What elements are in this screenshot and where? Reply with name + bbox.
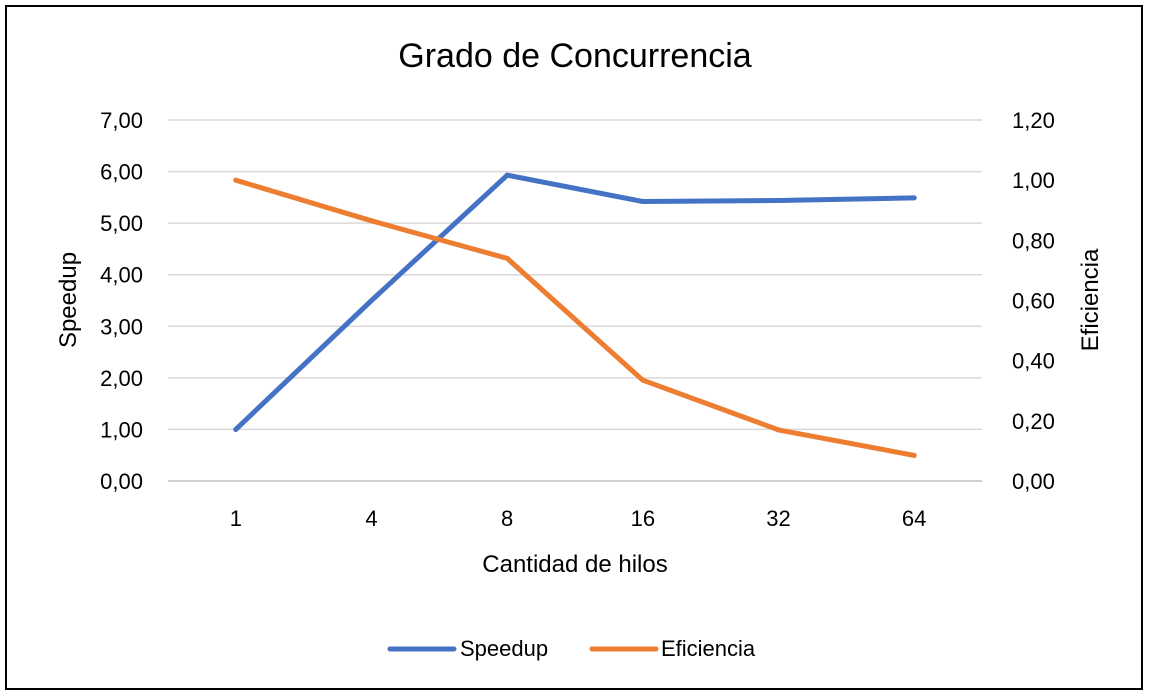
chart-title: Grado de Concurrencia bbox=[398, 37, 752, 75]
data-point-eficiencia bbox=[233, 177, 239, 183]
legend-label-eficiencia: Eficiencia bbox=[661, 636, 756, 661]
data-point-speedup bbox=[504, 172, 510, 178]
x-axis-ticks: 1 4 8 16 32 64 bbox=[230, 506, 927, 531]
y2-tick-label: 0,20 bbox=[1012, 409, 1055, 434]
legend-label-speedup: Speedup bbox=[460, 636, 548, 661]
y-tick-label: 0,00 bbox=[100, 469, 143, 494]
data-point-speedup bbox=[233, 426, 239, 432]
series-line-speedup bbox=[233, 172, 917, 432]
x-axis-title: Cantidad de hilos bbox=[482, 551, 667, 578]
data-point-speedup bbox=[369, 298, 374, 303]
y-tick-label: 5,00 bbox=[100, 211, 143, 236]
series-lines bbox=[233, 172, 917, 458]
y-tick-label: 1,00 bbox=[100, 417, 143, 442]
y-tick-label: 6,00 bbox=[100, 160, 143, 185]
legend: Speedup Eficiencia bbox=[387, 636, 756, 661]
y-tick-label: 3,00 bbox=[100, 314, 143, 339]
y-tick-label: 7,00 bbox=[100, 108, 143, 133]
y2-axis-title: Eficiencia bbox=[1077, 248, 1104, 351]
x-tick-label: 8 bbox=[501, 506, 513, 531]
y2-tick-label: 1,20 bbox=[1012, 108, 1055, 133]
data-point-eficiencia bbox=[776, 427, 781, 433]
y-tick-label: 4,00 bbox=[100, 263, 143, 288]
series-line-eficiencia bbox=[233, 177, 917, 458]
y2-axis-ticks: 0,00 0,20 0,40 0,60 0,80 1,00 1,20 bbox=[1012, 108, 1055, 494]
data-point-speedup bbox=[640, 198, 646, 204]
data-point-eficiencia bbox=[640, 377, 646, 383]
y2-tick-label: 0,00 bbox=[1012, 469, 1055, 494]
y-tick-label: 2,00 bbox=[100, 366, 143, 391]
x-tick-label: 16 bbox=[631, 506, 655, 531]
y-axis-title: Speedup bbox=[55, 252, 82, 348]
x-tick-label: 4 bbox=[365, 506, 377, 531]
y2-tick-label: 1,00 bbox=[1012, 168, 1055, 193]
y-axis-ticks: 0,00 1,00 2,00 3,00 4,00 5,00 6,00 7,00 bbox=[100, 108, 143, 494]
data-point-eficiencia bbox=[369, 218, 374, 224]
data-point-eficiencia bbox=[911, 452, 917, 458]
x-tick-label: 64 bbox=[902, 506, 926, 531]
y2-tick-label: 0,80 bbox=[1012, 228, 1055, 253]
data-point-speedup bbox=[776, 197, 781, 203]
data-point-speedup bbox=[911, 195, 917, 201]
x-tick-label: 32 bbox=[766, 506, 790, 531]
gridlines bbox=[168, 119, 982, 482]
data-point-eficiencia bbox=[504, 255, 510, 261]
chart-frame bbox=[5, 5, 1143, 690]
y2-tick-label: 0,60 bbox=[1012, 289, 1055, 314]
y2-tick-label: 0,40 bbox=[1012, 349, 1055, 374]
x-tick-label: 1 bbox=[230, 506, 242, 531]
